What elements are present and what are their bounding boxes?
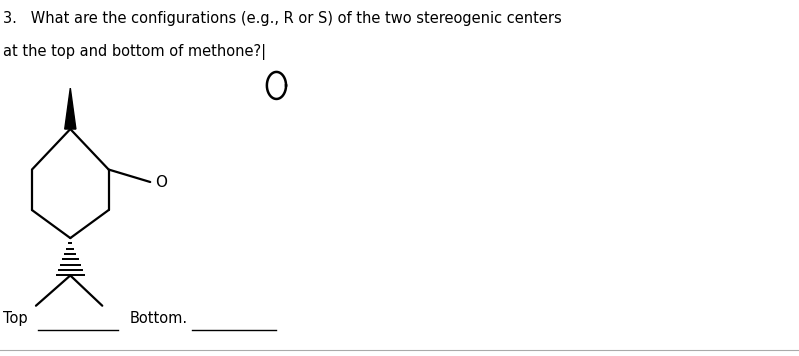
Polygon shape	[65, 88, 76, 129]
Text: Top: Top	[3, 311, 28, 326]
Text: at the top and bottom of methone?|: at the top and bottom of methone?|	[3, 44, 266, 61]
Text: O: O	[155, 174, 167, 189]
Text: 3.   What are the configurations (e.g., R or S) of the two stereogenic centers: 3. What are the configurations (e.g., R …	[3, 11, 562, 26]
Text: Bottom.: Bottom.	[129, 311, 188, 326]
